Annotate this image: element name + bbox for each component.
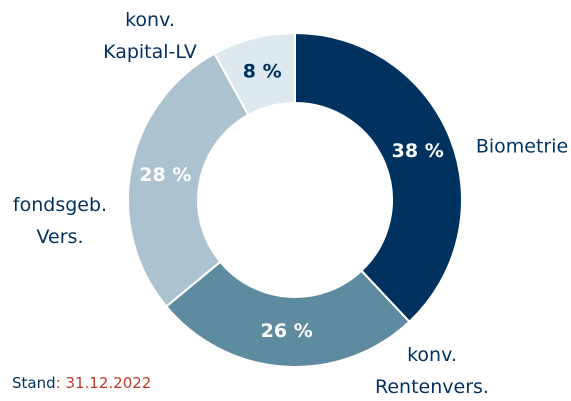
- category-label: konv. Kapital-LV: [103, 9, 197, 63]
- value-label: 38 %: [392, 140, 444, 162]
- category-label-line: konv.: [407, 344, 457, 366]
- donut-slice: [213, 31, 296, 117]
- value-label: 26 %: [261, 320, 313, 342]
- category-label: konv. Rentenvers.: [375, 344, 489, 398]
- footnote: Stand: 31.12.2022: [12, 374, 151, 392]
- footnote-label: Stand: [12, 374, 56, 392]
- footnote-date: 31.12.2022: [61, 374, 152, 392]
- category-label-line: fondsgeb.: [13, 194, 107, 216]
- category-label-line: Kapital-LV: [103, 41, 197, 63]
- category-label-line: Vers.: [37, 226, 84, 248]
- category-label: fondsgeb. Vers.: [13, 194, 107, 248]
- footnote-separator: :: [56, 374, 61, 392]
- value-label: 8 %: [243, 61, 282, 83]
- donut-slice: [294, 31, 463, 324]
- value-label: 28 %: [139, 164, 191, 186]
- category-label-line: konv.: [125, 9, 175, 31]
- category-label-line: Rentenvers.: [375, 376, 489, 398]
- category-label: Biometrie: [476, 136, 568, 158]
- donut-slice: [164, 260, 411, 368]
- donut-slice: [127, 52, 250, 308]
